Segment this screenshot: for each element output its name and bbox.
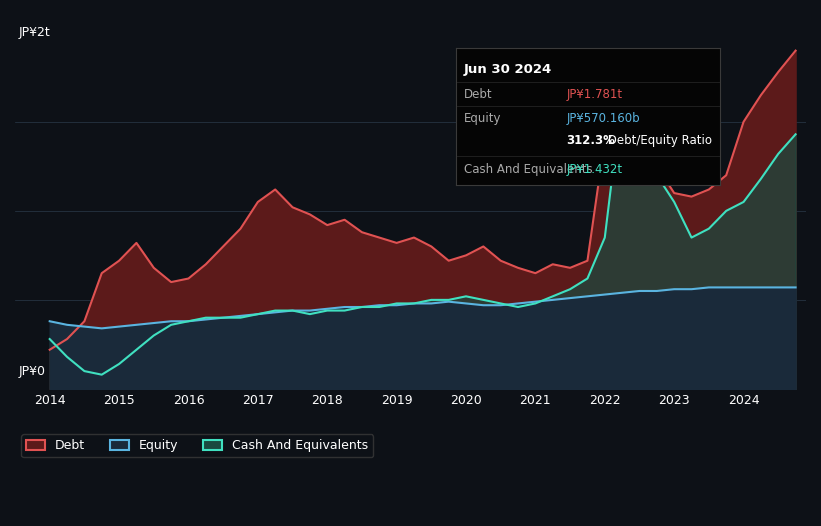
Text: JP¥0: JP¥0 xyxy=(19,365,46,378)
Text: Jun 30 2024: Jun 30 2024 xyxy=(464,63,552,76)
Text: Debt/Equity Ratio: Debt/Equity Ratio xyxy=(603,134,712,147)
Text: JP¥2t: JP¥2t xyxy=(19,26,51,39)
Text: Debt: Debt xyxy=(464,88,493,100)
Legend: Debt, Equity, Cash And Equivalents: Debt, Equity, Cash And Equivalents xyxy=(21,434,374,458)
Text: JP¥1.781t: JP¥1.781t xyxy=(566,88,623,100)
Text: Equity: Equity xyxy=(464,113,501,125)
Text: 312.3%: 312.3% xyxy=(566,134,616,147)
Text: JP¥570.160b: JP¥570.160b xyxy=(566,113,640,125)
Text: Cash And Equivalents: Cash And Equivalents xyxy=(464,163,592,176)
Text: JP¥1.432t: JP¥1.432t xyxy=(566,163,623,176)
